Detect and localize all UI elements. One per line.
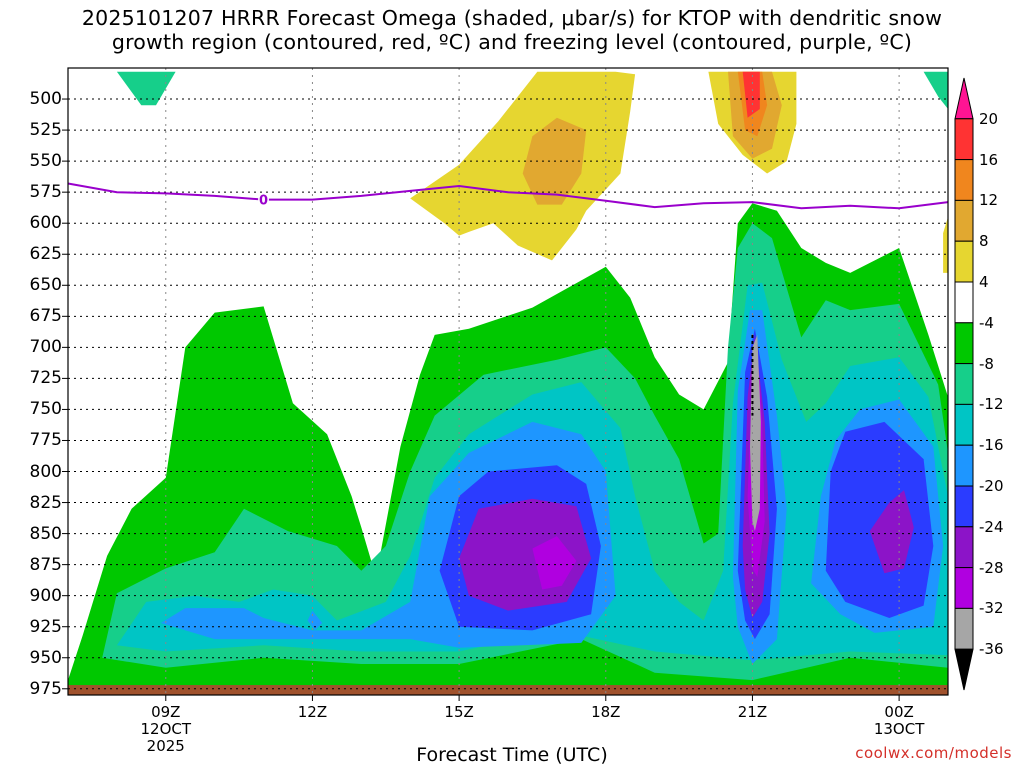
- colorbar-label: -20: [979, 477, 1004, 495]
- xtick-label: 12Z: [297, 703, 328, 721]
- colorbar-label: -28: [979, 558, 1004, 577]
- ytick-label: 950: [29, 647, 62, 668]
- colorbar-label: 16: [979, 150, 999, 169]
- plot-frame: [67, 67, 949, 696]
- colorbar-label: -36: [979, 640, 1004, 659]
- colorbar-swatch-6: [954, 322, 974, 365]
- title-line-2: growth region (contoured, red, ºC) and f…: [111, 30, 913, 54]
- gridlines: [68, 68, 948, 695]
- colorbar-swatch-1: [954, 118, 974, 161]
- ytick-label: 750: [29, 399, 62, 420]
- ytick-label: 975: [29, 678, 62, 699]
- title-line-1: 2025101207 HRRR Forecast Omega (shaded, …: [81, 6, 943, 30]
- omega-region-15: [410, 71, 636, 261]
- ytick-label: 575: [29, 182, 62, 203]
- ytick-label: 900: [29, 585, 62, 606]
- colorbar-label: 12: [979, 191, 999, 210]
- ytick-label: 650: [29, 275, 62, 296]
- omega-region-22: [116, 71, 176, 106]
- colorbar-label: -32: [979, 599, 1004, 618]
- chart-title: 2025101207 HRRR Forecast Omega (shaded, …: [0, 6, 1024, 54]
- omega-region-23: [923, 71, 948, 109]
- colorbar-swatch-13: [954, 607, 974, 650]
- omega-region-17: [943, 217, 948, 273]
- credit-text: coolwx.com/models: [855, 744, 1012, 762]
- colorbar-label: 20: [979, 109, 999, 128]
- colorbar-swatch-3: [954, 199, 974, 242]
- ytick-label: 825: [29, 492, 62, 513]
- colorbar-label: -4: [979, 313, 994, 332]
- ytick-label: 625: [29, 244, 62, 265]
- ytick-label: 800: [29, 461, 62, 482]
- ytick-label: 850: [29, 523, 62, 544]
- xtick-label: 09Z: [151, 703, 181, 721]
- ytick-label: 525: [29, 120, 62, 141]
- xtick-label: 12OCT: [140, 720, 192, 738]
- colorbar-swatch-2: [954, 159, 974, 201]
- ytick-label: 500: [29, 89, 62, 110]
- colorbar-swatch-9: [954, 444, 974, 487]
- x-axis-label: Forecast Time (UTC): [416, 744, 608, 766]
- xtick-label: 13OCT: [873, 720, 925, 738]
- xtick-label: 21Z: [737, 703, 768, 721]
- colorbar-label: -8: [979, 354, 994, 373]
- ytick-label: 600: [29, 213, 62, 234]
- omega-region-21: [742, 71, 760, 118]
- ytick-label: 775: [29, 430, 62, 451]
- terrain-strip: [68, 685, 948, 695]
- colorbar-label: 4: [979, 273, 989, 291]
- colorbar-label: -24: [979, 517, 1004, 536]
- ytick-label: 925: [29, 616, 62, 637]
- xtick-label: 15Z: [444, 703, 474, 721]
- colorbar-label: -16: [979, 436, 1004, 455]
- colorbar-label: -12: [979, 395, 1004, 414]
- colorbar-swatch-8: [954, 403, 974, 446]
- colorbar: [954, 77, 974, 691]
- xtick-label: 18Z: [591, 703, 621, 721]
- ytick-label: 725: [29, 368, 62, 389]
- omega-region-12: [532, 536, 577, 590]
- colorbar-swatch-4: [954, 240, 974, 283]
- omega-region-11: [869, 490, 914, 574]
- ytick-label: 875: [29, 554, 62, 575]
- omega-region-24: [307, 610, 323, 631]
- colorbar-label: 8: [979, 232, 989, 251]
- xtick-label: 2025: [146, 737, 185, 755]
- colorbar-swatch-5: [954, 281, 974, 324]
- colorbar-bottom-triangle: [954, 648, 974, 691]
- colorbar-swatch-12: [954, 567, 974, 609]
- colorbar-swatch-10: [954, 485, 974, 528]
- colorbar-top-triangle: [954, 77, 974, 120]
- ytick-label: 675: [29, 306, 62, 327]
- ytick-label: 550: [29, 151, 62, 172]
- xtick-label: 00Z: [884, 703, 914, 721]
- omega-shading: [68, 71, 948, 689]
- colorbar-swatch-11: [954, 526, 974, 569]
- freezing-level-line: [67, 182, 949, 210]
- freezing-level-label: 0: [259, 194, 268, 209]
- ytick-label: 700: [29, 337, 62, 358]
- colorbar-swatch-7: [954, 363, 974, 405]
